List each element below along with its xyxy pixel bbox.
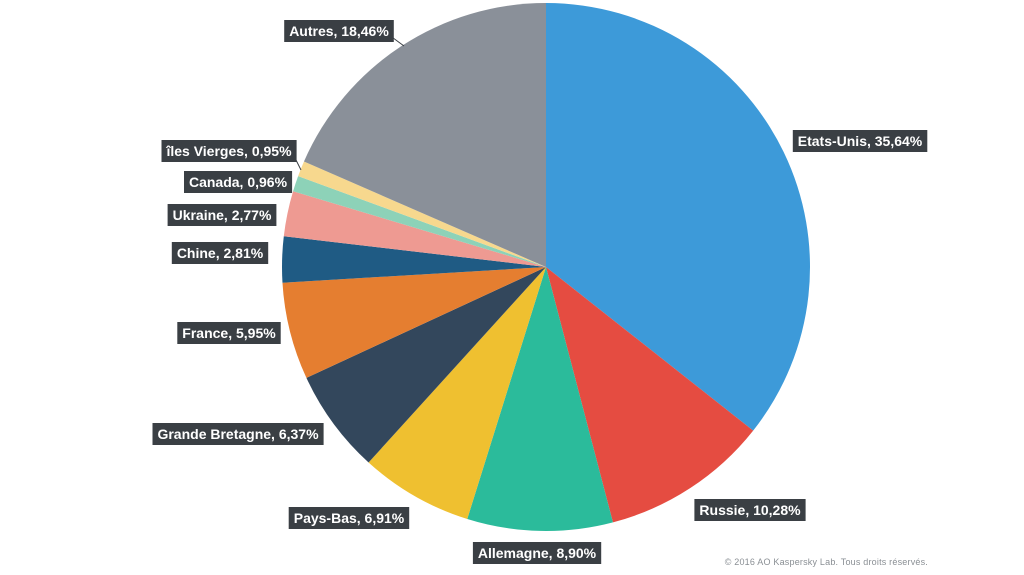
svg-text:Russie, 10,28%: Russie, 10,28% — [699, 502, 801, 518]
pie-slice-france — [282, 267, 546, 378]
slice-label-pays-bas: Pays-Bas, 6,91% — [288, 507, 410, 529]
svg-text:Allemagne, 8,90%: Allemagne, 8,90% — [478, 545, 597, 561]
slice-label-etats-unis: Etats-Unis, 35,64% — [792, 130, 928, 152]
svg-text:îles Vierges, 0,95%: îles Vierges, 0,95% — [165, 143, 292, 159]
slice-labels: Etats-Unis, 35,64% Russie, 10,28% Allemagn… — [152, 20, 928, 564]
svg-text:Chine, 2,81%: Chine, 2,81% — [177, 245, 264, 261]
pie-slice-canada — [293, 176, 546, 267]
pie-slice-grande-bretagne — [306, 267, 546, 463]
pie-slice-iles-vierges — [298, 161, 546, 267]
slice-label-canada: Canada, 0,96% — [184, 171, 293, 193]
slice-label-grande-bretagne: Grande Bretagne, 6,37% — [152, 423, 324, 445]
svg-text:Pays-Bas, 6,91%: Pays-Bas, 6,91% — [294, 510, 405, 526]
pie-slice-ukraine — [283, 191, 546, 267]
slice-label-ukraine: Ukraine, 2,77% — [167, 204, 277, 226]
svg-text:Autres, 18,46%: Autres, 18,46% — [289, 23, 389, 39]
pie-slice-autres — [303, 3, 546, 267]
copyright-notice: © 2016 AO Kaspersky Lab. Tous droits rés… — [724, 557, 928, 567]
pie-slice-allemagne — [467, 267, 613, 532]
pie-slice-pays-bas — [368, 267, 546, 519]
svg-text:France, 5,95%: France, 5,95% — [182, 325, 276, 341]
pie-slice-etats-unis — [546, 3, 811, 431]
svg-text:Etats-Unis, 35,64%: Etats-Unis, 35,64% — [798, 133, 923, 149]
slice-label-russie: Russie, 10,28% — [694, 499, 806, 521]
leader-line-autres — [391, 36, 405, 47]
slice-label-allemagne: Allemagne, 8,90% — [472, 542, 602, 564]
slice-label-autres: Autres, 18,46% — [284, 20, 394, 42]
svg-text:Canada, 0,96%: Canada, 0,96% — [189, 174, 288, 190]
slice-label-chine: Chine, 2,81% — [171, 242, 269, 264]
svg-text:Grande Bretagne, 6,37%: Grande Bretagne, 6,37% — [157, 426, 319, 442]
pie-slice-russie — [546, 267, 754, 523]
svg-text:Ukraine, 2,77%: Ukraine, 2,77% — [173, 207, 272, 223]
slice-label-iles-vierges: îles Vierges, 0,95% — [161, 140, 297, 162]
pie-slice-chine — [281, 236, 546, 283]
pie-slices — [281, 3, 811, 532]
slice-label-france: France, 5,95% — [177, 322, 281, 344]
